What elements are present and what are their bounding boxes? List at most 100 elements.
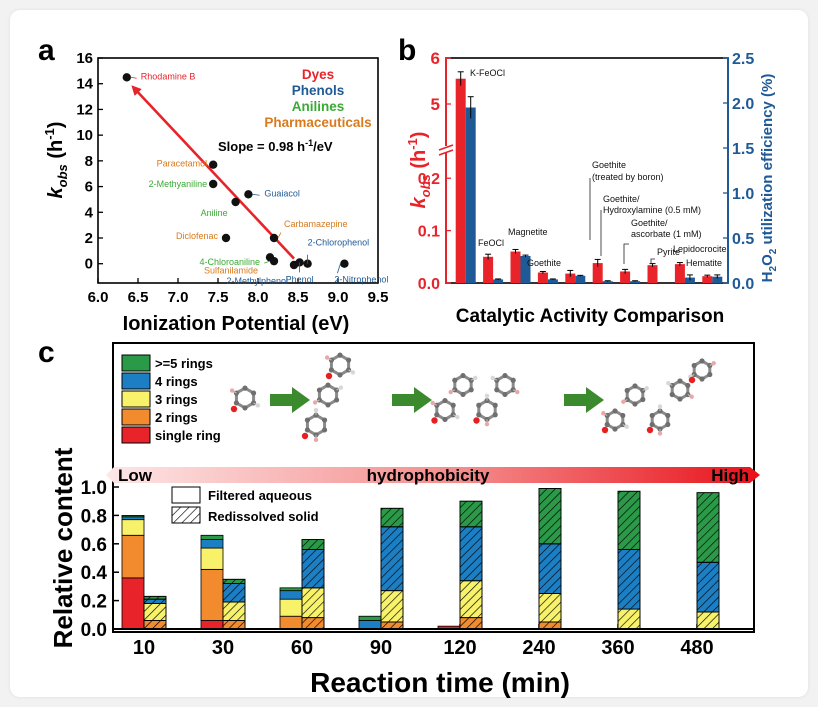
panel-c-solid-segment-hatch [143,603,167,621]
panel-b-h2o2-bar [712,276,723,283]
panel-b-axis-break-mark [438,144,454,151]
panel-a-xtick-label: 7.0 [168,289,189,306]
molecule-oxygen [601,426,609,434]
molecule-ring [435,398,455,422]
molecule-atom [649,421,655,428]
panel-a-leader-line [277,232,282,239]
panel-c-solid-segment-hatch [696,611,720,630]
molecule-hydrogen [430,400,435,406]
panel-b-category-label: (treated by boron) [592,172,664,182]
molecule-atom [691,362,697,369]
panel-c-xlabel: Reaction time (min) [310,667,570,698]
panel-c-solid-segment-hatch [617,608,641,630]
panel-b-category-label: Goethite/ [603,194,640,204]
panel-b-kobs-bar [483,256,494,283]
molecule-atom [442,397,448,404]
panel-a-xtick-label: 8.5 [288,289,309,306]
panel-c-aqueous-segment [121,515,145,518]
panel-c-aqueous-segment [200,620,224,630]
panel-c-legend-swatch [121,390,151,408]
molecule-atom [250,390,257,396]
molecule-oxygen [325,372,333,380]
panel-a-leader-line [130,76,137,79]
panel-b-category-label: Magnetite [508,227,548,237]
panel-a-point [122,73,131,82]
panel-c-legend-entry: >=5 rings [155,356,213,371]
panel-b-right-tick-label: 0.5 [732,231,754,248]
molecule-atom [665,421,671,428]
molecule-atom [649,412,655,419]
panel-a-point [269,256,279,266]
molecule-hydrogen [711,361,716,366]
molecule-oxygen [646,426,654,434]
panel-c-legend-swatch [121,408,151,426]
molecule-hydrogen [473,375,478,381]
panel-a-point-label: 2-Nitrophenol [334,275,388,285]
panel-c-aqueous-segment [279,598,303,617]
molecule-hydrogen [313,437,319,443]
panel-b-right-tick-label: 1.5 [732,141,754,158]
panel-b-axis-break-gap [440,146,452,153]
molecule-atom [468,387,474,393]
molecule-ring [317,383,339,407]
panel-a-point-label: 2-Methylphenol [226,276,288,286]
molecule-atom [434,412,440,418]
panel-b-category-label: FeOCl [478,238,504,248]
panel-a-point-label: Rhodamine B [141,71,196,81]
panel-c-aqueous-segment [358,615,382,621]
panel-b-category-label: Goethite/ [631,218,668,228]
panel-c-legend-entry: single ring [155,428,221,443]
molecule-hydrogen [657,404,663,409]
molecule-hydrogen [484,421,490,427]
panel-a-leader-line [337,263,341,274]
panel-b-label: b [398,34,416,67]
molecule-atom [304,427,311,433]
panel-c-aqueous-segment [279,587,303,592]
molecule-atom [612,408,618,414]
molecule-ring [495,373,515,397]
panel-c-aqueous-segment [121,577,145,630]
panel-a-point [209,179,218,189]
molecule-atom [640,396,646,403]
panel-a-legend-entry: Anilines [292,99,345,114]
molecule-hydrogen [484,393,490,399]
panel-c-legend-solid-swatch [171,506,201,524]
panel-c-reaction-arrow [564,387,604,413]
molecule-atom [316,387,323,393]
panel-c-aqueous-segment [358,620,382,630]
molecule-atom [321,417,328,423]
panel-a-point-label: Paracetamol [157,159,208,169]
panel-b-kobs-bar [537,272,548,283]
molecule-atom [476,402,482,408]
panel-a-point [221,233,231,243]
panel-c-aqueous-segment [279,590,303,600]
panel-c-xtick-label: 360 [601,637,634,659]
panel-b-axis-break-mark [438,149,454,156]
molecule-atom [502,372,508,379]
molecule-single-ring [229,385,261,413]
molecule-atom [699,376,705,382]
molecule-hydrogen [448,389,453,395]
panel-c-ytick-label: 0.2 [81,592,107,613]
molecule-ring [305,413,327,437]
molecule-hydrogen [644,386,649,391]
molecule-oxygen [688,376,696,384]
panel-c-solid-segment-hatch [222,620,246,630]
panel-a-leader-line [264,260,271,264]
panel-c-solid-segment-hatch [538,621,562,630]
molecule-atom [325,382,331,388]
molecule-atom [321,427,328,433]
panel-c-ytick-label: 0.8 [81,506,107,527]
panel-b-kobs-bar [620,271,631,283]
panel-b-right-tick-label: 2.0 [732,96,754,113]
molecule-atom [492,402,498,408]
panel-c-solid-segment-hatch [301,617,325,630]
panel-c-solid-segment-hatch [222,601,246,621]
panel-a-ytick-label: 6 [85,179,93,196]
molecule-atom [337,372,343,378]
molecule-hydrogen [666,381,671,386]
panel-c-solid-segment-hatch [538,488,562,545]
panel-c-aqueous-segment [121,519,145,536]
molecule-three-rings [301,352,356,443]
panel-c-label: c [38,336,55,369]
